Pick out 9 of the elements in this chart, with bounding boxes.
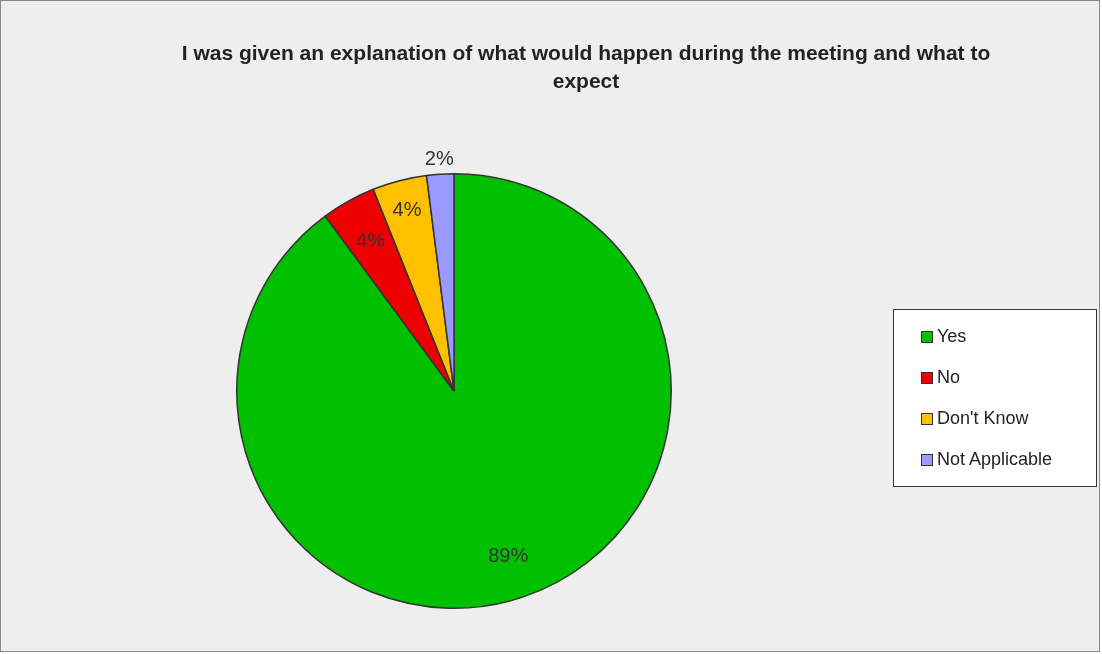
legend-label: Not Applicable bbox=[937, 449, 1053, 470]
data-label: 89% bbox=[488, 543, 529, 566]
data-label: 2% bbox=[424, 146, 454, 169]
legend-label: No bbox=[937, 367, 961, 388]
data-label: 4% bbox=[392, 197, 422, 220]
data-label: 4% bbox=[356, 228, 386, 251]
chart-title: I was given an explanation of what would happen during the meeting and what to expect bbox=[181, 40, 991, 94]
legend-label: Don't Know bbox=[937, 408, 1029, 429]
legend-label: Yes bbox=[937, 326, 967, 347]
